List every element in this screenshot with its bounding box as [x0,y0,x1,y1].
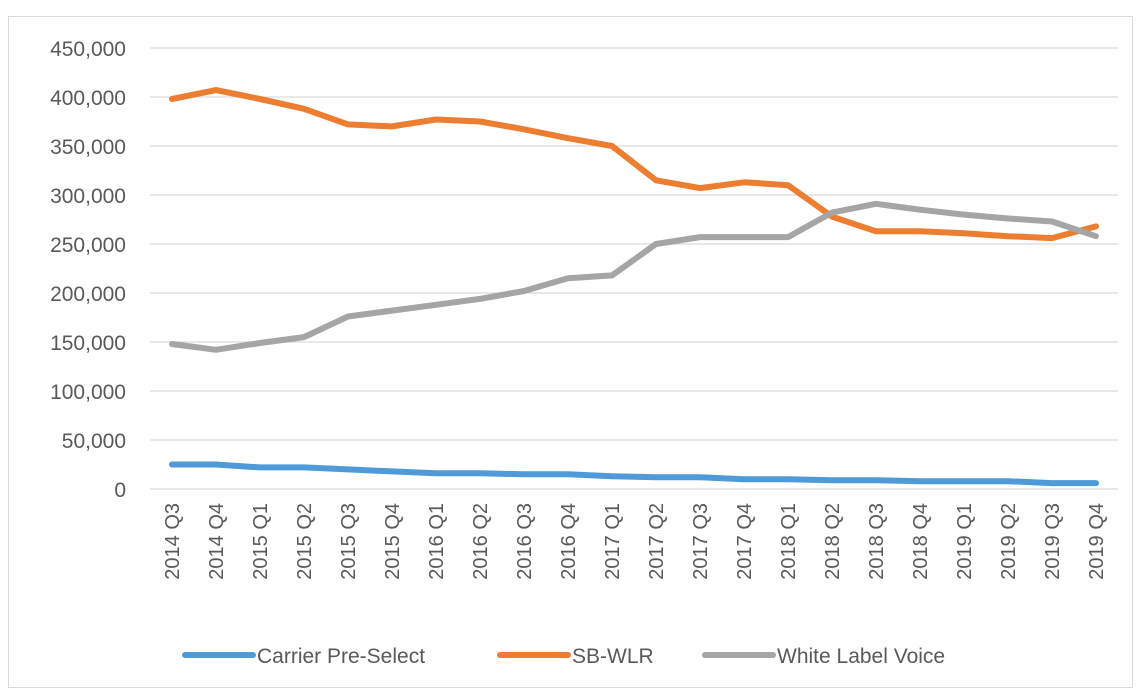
x-tick-label: 2018 Q2 [822,503,844,580]
x-tick-label: 2016 Q4 [558,503,580,580]
legend-label: SB-WLR [572,645,654,668]
y-tick-label: 200,000 [50,283,126,306]
gridlines [150,47,1118,490]
x-tick-label: 2019 Q2 [998,503,1020,580]
x-tick-label: 2019 Q4 [1086,503,1108,580]
y-tick-label: 0 [114,479,126,502]
x-tick-label: 2014 Q3 [162,503,184,580]
x-tick-label: 2019 Q3 [1042,503,1064,580]
x-tick-label: 2016 Q2 [470,503,492,580]
x-tick-label: 2017 Q3 [690,503,712,580]
y-tick-label: 250,000 [50,234,126,257]
chart-frame [8,16,1133,688]
x-tick-label: 2017 Q2 [646,503,668,580]
series-line [169,200,1099,353]
x-tick-label: 2014 Q4 [206,503,228,580]
x-tick-label: 2019 Q1 [954,503,976,580]
y-tick-label: 300,000 [50,185,126,208]
x-tick-label: 2015 Q2 [294,503,316,580]
x-tick-label: 2018 Q1 [778,503,800,580]
y-tick-label: 50,000 [62,430,126,453]
legend-label: White Label Voice [777,645,945,668]
x-tick-label: 2016 Q3 [514,503,536,580]
x-tick-label: 2017 Q1 [602,503,624,580]
series-lines [169,87,1099,487]
x-tick-label: 2015 Q1 [250,503,272,580]
x-tick-label: 2017 Q4 [734,503,756,580]
x-tick-label: 2015 Q4 [382,503,404,580]
y-tick-label: 100,000 [50,381,126,404]
x-tick-label: 2015 Q3 [338,503,360,580]
chart-title [0,0,1137,14]
y-tick-label: 350,000 [50,136,126,159]
series-line [169,461,1099,487]
y-tick-label: 450,000 [50,38,126,61]
legend-label: Carrier Pre-Select [257,645,425,668]
series-line [169,87,1099,242]
y-tick-label: 400,000 [50,87,126,110]
x-axis-tick-labels: 2014 Q3 2014 Q4 2015 Q1 2015 Q2 2015 Q3 2015 … [162,503,1108,580]
legend: Carrier Pre-Select SB-WLR White Label Voic… [182,645,945,668]
y-axis-tick-labels: 0 50,000 100,000 150,000 200,000 250,000 300,0… [50,38,126,502]
x-tick-label: 2016 Q1 [426,503,448,580]
y-tick-label: 150,000 [50,332,126,355]
x-tick-label: 2018 Q3 [866,503,888,580]
x-tick-label: 2018 Q4 [910,503,932,580]
